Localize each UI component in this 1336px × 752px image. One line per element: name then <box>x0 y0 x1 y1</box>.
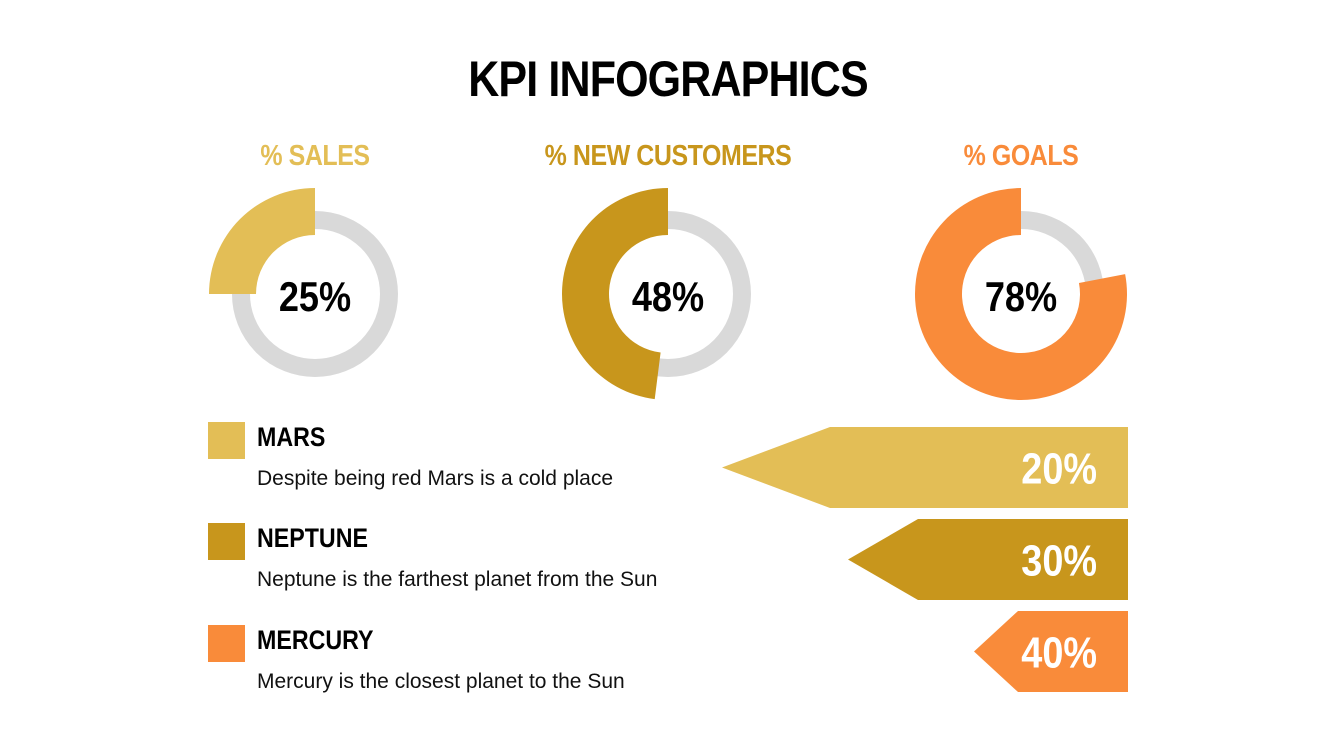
page-title: KPI INFOGRAPHICS <box>468 51 868 107</box>
kpi-goals: % GOALS 78% <box>856 140 1186 410</box>
arrow-bar-label-mars: 20% <box>1021 444 1097 493</box>
kpi-goals-arc <box>915 188 1127 400</box>
legend-name-mars: MARS <box>257 422 326 452</box>
legend-swatch-mars <box>208 422 245 459</box>
legend-name-mercury: MERCURY <box>257 625 374 655</box>
legend-swatch-mercury <box>208 625 245 662</box>
legend-name-neptune: NEPTUNE <box>257 523 368 553</box>
legend-swatch-neptune <box>208 523 245 560</box>
kpi-sales: % SALES 25% <box>150 140 480 410</box>
kpi-new-customers-label: % NEW CUSTOMERS <box>544 140 792 172</box>
kpi-goals-value: 78% <box>985 275 1057 321</box>
legend-desc-mercury: Mercury is the closest planet to the Sun <box>257 670 625 693</box>
kpi-sales-arc <box>209 188 315 294</box>
kpi-new-customers: % NEW CUSTOMERS 48% <box>503 140 833 410</box>
arrow-bar-neptune <box>848 519 1128 600</box>
kpi-goals-label: % GOALS <box>963 140 1079 172</box>
arrow-bar-label-mercury: 40% <box>1021 628 1097 677</box>
legend-item-mercury: MERCURY Mercury is the closest planet to… <box>208 625 728 715</box>
kpi-sales-value: 25% <box>279 275 351 321</box>
legend-desc-mars: Despite being red Mars is a cold place <box>257 467 614 490</box>
kpi-new-customers-value: 48% <box>632 275 704 321</box>
legend-desc-neptune: Neptune is the farthest planet from the … <box>257 568 658 591</box>
arrow-bar-label-neptune: 30% <box>1021 536 1097 585</box>
kpi-new-customers-arc <box>562 188 668 400</box>
kpi-sales-label: % SALES <box>260 140 370 172</box>
kpi-goals-donut: 78% <box>915 188 1127 400</box>
arrow-bar-mercury <box>974 611 1128 692</box>
kpi-new-customers-donut: 48% <box>562 188 751 400</box>
legend-item-mars: MARS Despite being red Mars is a cold pl… <box>208 422 728 512</box>
legend-item-neptune: NEPTUNE Neptune is the farthest planet f… <box>208 523 728 613</box>
arrow-bar-mars <box>722 427 1128 508</box>
kpi-sales-donut: 25% <box>209 188 398 377</box>
